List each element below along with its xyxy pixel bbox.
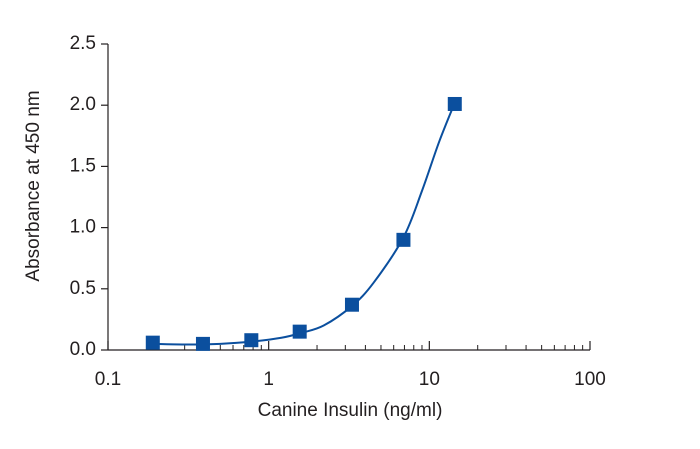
data-point bbox=[396, 232, 411, 247]
y-tick-label: 2.5 bbox=[70, 33, 96, 54]
y-tick-label: 1.0 bbox=[70, 217, 96, 238]
fit-curve bbox=[152, 102, 456, 346]
data-point bbox=[344, 297, 359, 312]
y-tick-label: 0.5 bbox=[70, 278, 96, 299]
data-point bbox=[244, 333, 259, 348]
y-tick-label: 2.0 bbox=[70, 94, 96, 115]
x-axis-label: Canine Insulin (ng/ml) bbox=[258, 400, 443, 421]
data-point bbox=[292, 324, 307, 339]
data-point bbox=[447, 96, 462, 111]
x-tick-label: 10 bbox=[419, 369, 440, 390]
x-tick-label: 0.1 bbox=[95, 369, 121, 390]
y-tick-label: 0.0 bbox=[70, 339, 96, 360]
y-axis-label: Absorbance at 450 nm bbox=[23, 90, 44, 281]
data-point bbox=[195, 336, 210, 351]
x-tick-label: 1 bbox=[263, 369, 274, 390]
y-tick-label: 1.5 bbox=[70, 155, 96, 176]
data-point bbox=[145, 335, 160, 350]
x-tick-label: 100 bbox=[574, 369, 606, 390]
